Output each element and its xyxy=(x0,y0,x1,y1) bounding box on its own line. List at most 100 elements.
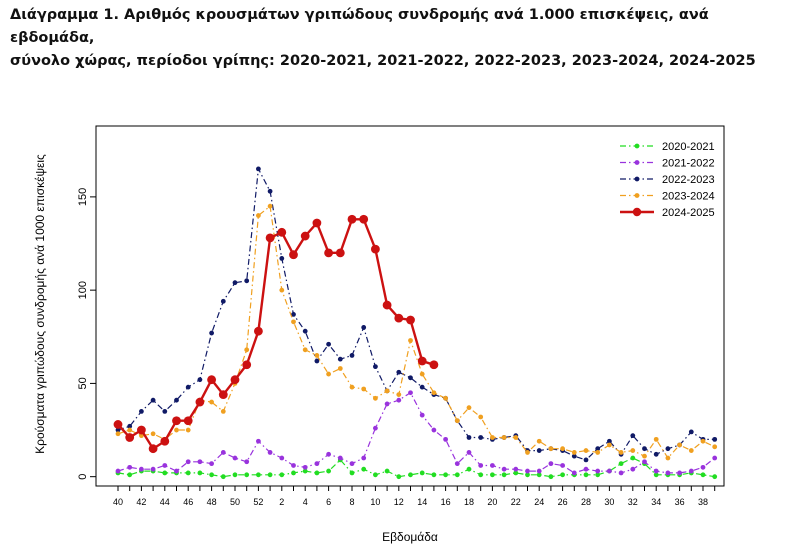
data-point xyxy=(396,369,402,375)
data-point xyxy=(642,453,647,459)
data-point xyxy=(230,375,240,385)
data-point xyxy=(466,466,472,472)
data-point xyxy=(525,472,530,478)
data-point xyxy=(162,470,168,476)
legend-swatch-marker xyxy=(634,193,640,198)
data-point xyxy=(172,416,181,426)
data-point xyxy=(478,414,484,420)
series-2023-2024 xyxy=(115,203,718,461)
data-point xyxy=(665,470,671,476)
series-line xyxy=(117,391,716,474)
data-point xyxy=(382,300,392,310)
data-point xyxy=(478,463,484,468)
data-point xyxy=(373,472,378,478)
data-point xyxy=(571,453,577,459)
y-tick-label: 150 xyxy=(77,188,89,206)
data-point xyxy=(607,442,612,448)
data-point xyxy=(256,166,261,172)
data-point xyxy=(185,384,191,390)
x-tick-label: 48 xyxy=(207,497,217,507)
data-point xyxy=(653,468,659,474)
data-point xyxy=(677,470,682,476)
data-point xyxy=(195,397,205,407)
data-point xyxy=(209,472,215,478)
data-point xyxy=(513,470,519,476)
legend-item: 2023-2024 xyxy=(620,191,715,203)
data-point xyxy=(244,459,250,465)
x-tick-label: 40 xyxy=(113,497,123,507)
data-point xyxy=(197,470,203,476)
data-point xyxy=(326,371,331,377)
data-point xyxy=(490,435,495,440)
data-point xyxy=(267,203,273,209)
data-point xyxy=(115,431,121,437)
data-point xyxy=(267,472,273,478)
data-point xyxy=(700,472,706,478)
data-point xyxy=(232,280,238,286)
data-point xyxy=(242,360,252,370)
data-point xyxy=(653,436,659,442)
x-tick-label: 16 xyxy=(441,497,451,507)
x-tick-label: 8 xyxy=(349,497,354,507)
data-point xyxy=(139,408,144,414)
data-point xyxy=(688,448,694,453)
legend-label: 2023-2024 xyxy=(662,191,715,203)
data-point xyxy=(137,425,146,435)
data-point xyxy=(583,472,589,478)
legend-swatch-marker xyxy=(634,160,640,165)
data-point xyxy=(653,472,659,478)
data-point xyxy=(244,472,250,478)
data-point xyxy=(162,463,168,468)
data-point xyxy=(373,395,378,401)
x-tick-label: 12 xyxy=(394,497,404,507)
data-point xyxy=(302,328,308,334)
data-point xyxy=(197,459,203,465)
data-point xyxy=(466,435,472,440)
data-point xyxy=(712,474,718,480)
data-point xyxy=(218,390,228,400)
data-point xyxy=(501,472,507,478)
data-point xyxy=(326,451,331,457)
data-point xyxy=(361,325,367,330)
data-point xyxy=(525,450,530,455)
series-line xyxy=(117,205,715,459)
data-point xyxy=(150,397,156,403)
y-axis-label: Κρούσματα γριπώδους συνδρομής ανά 1000 ε… xyxy=(33,154,47,454)
data-point xyxy=(300,231,310,241)
data-point xyxy=(209,399,215,405)
series-line xyxy=(117,166,715,461)
data-point xyxy=(347,214,357,224)
data-point xyxy=(361,466,367,472)
data-point xyxy=(349,384,355,390)
data-point xyxy=(583,448,589,453)
data-point xyxy=(349,353,355,358)
data-point xyxy=(220,408,226,414)
data-point xyxy=(174,468,179,474)
x-tick-label: 14 xyxy=(417,497,427,507)
data-point xyxy=(712,444,718,450)
data-point xyxy=(139,433,144,439)
data-point xyxy=(162,408,168,414)
x-tick-label: 28 xyxy=(581,497,591,507)
x-tick-label: 52 xyxy=(253,497,263,507)
data-point xyxy=(454,418,460,424)
data-point xyxy=(712,455,718,461)
data-point xyxy=(466,450,472,455)
series-2021-2022 xyxy=(115,390,718,476)
data-point xyxy=(279,256,285,261)
x-tick-label: 26 xyxy=(558,497,568,507)
legend-item: 2021-2022 xyxy=(620,158,715,170)
data-point xyxy=(115,468,121,474)
data-point xyxy=(406,315,415,325)
data-point xyxy=(536,438,542,444)
legend-swatch-marker xyxy=(634,176,640,182)
data-point xyxy=(630,466,636,472)
data-point xyxy=(513,435,519,440)
legend-item: 2020-2021 xyxy=(620,141,715,153)
data-point xyxy=(419,412,425,418)
data-point xyxy=(197,377,203,383)
chart-title-line-2: σύνολο χώρας, περίοδοι γρίπης: 2020-2021… xyxy=(10,53,756,69)
data-point xyxy=(115,427,121,433)
